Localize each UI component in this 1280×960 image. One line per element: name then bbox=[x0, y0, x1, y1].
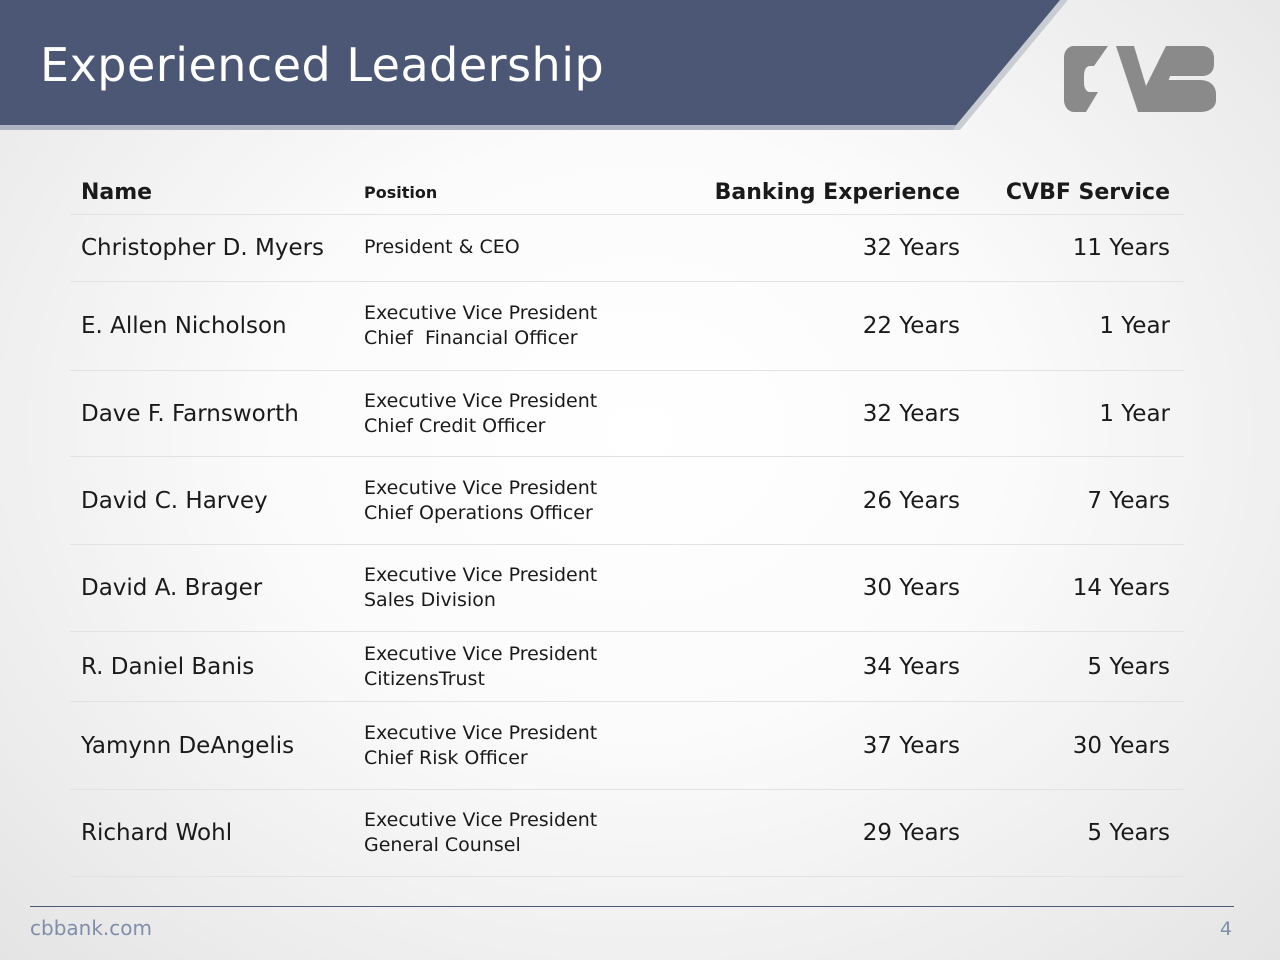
header-position: Position bbox=[364, 182, 438, 202]
row-position: Executive Vice President General Counsel bbox=[364, 808, 709, 858]
position-role: Chief Credit Officer bbox=[364, 414, 546, 437]
row-cvbf-service: 1 Year bbox=[1099, 313, 1170, 339]
footer-divider bbox=[30, 906, 1234, 907]
table-header-row: Name Position Banking Experience CVBF Se… bbox=[70, 170, 1184, 215]
cvb-logo-icon bbox=[1064, 46, 1216, 112]
row-cvbf-service: 30 Years bbox=[1072, 732, 1170, 759]
row-name: David A. Brager bbox=[81, 575, 263, 601]
position-title: President & CEO bbox=[364, 236, 520, 258]
row-cvbf-service: 11 Years bbox=[1072, 235, 1170, 261]
row-name: E. Allen Nicholson bbox=[81, 313, 287, 339]
page-title: Experienced Leadership bbox=[40, 38, 605, 92]
table-row: David A. Brager Executive Vice President… bbox=[70, 545, 1184, 632]
position-title: Executive Vice President bbox=[364, 476, 598, 499]
row-banking-experience: 34 Years bbox=[862, 653, 960, 680]
row-position: President & CEO bbox=[364, 215, 709, 260]
position-role: General Counsel bbox=[364, 834, 521, 856]
row-position: Executive Vice President CitizensTrust bbox=[364, 642, 709, 692]
table-row: Dave F. Farnsworth Executive Vice Presid… bbox=[70, 371, 1184, 457]
position-role: Chief Operations Officer bbox=[364, 501, 593, 524]
position-role: Sales Division bbox=[364, 589, 496, 611]
position-title: Executive Vice President bbox=[364, 642, 598, 665]
position-title: Executive Vice President bbox=[364, 809, 598, 831]
footer-url[interactable]: cbbank.com bbox=[30, 916, 152, 940]
position-role: Chief Risk Officer bbox=[364, 746, 528, 769]
header-cvbf-service: CVBF Service bbox=[1005, 179, 1170, 205]
row-name: David C. Harvey bbox=[81, 487, 268, 514]
row-name: R. Daniel Banis bbox=[81, 653, 255, 680]
position-title: Executive Vice President bbox=[364, 564, 598, 586]
row-position: Executive Vice President Chief Risk Offi… bbox=[364, 721, 709, 771]
row-banking-experience: 32 Years bbox=[862, 400, 960, 427]
row-banking-experience: 22 Years bbox=[862, 313, 960, 339]
row-cvbf-service: 1 Year bbox=[1099, 400, 1170, 427]
position-title: Executive Vice President bbox=[364, 721, 598, 744]
row-cvbf-service: 14 Years bbox=[1072, 575, 1170, 601]
position-title: Executive Vice President bbox=[364, 302, 598, 324]
table-row: David C. Harvey Executive Vice President… bbox=[70, 457, 1184, 545]
position-role: CitizensTrust bbox=[364, 667, 485, 690]
row-position: Executive Vice President Sales Division bbox=[364, 563, 709, 613]
row-name: Christopher D. Myers bbox=[81, 235, 325, 261]
row-position: Executive Vice President Chief Financial… bbox=[364, 301, 709, 351]
table-row: Richard Wohl Executive Vice President Ge… bbox=[70, 790, 1184, 877]
row-name: Yamynn DeAngelis bbox=[81, 732, 295, 759]
page-number: 4 bbox=[1219, 918, 1232, 940]
banner-shape bbox=[0, 0, 1068, 130]
row-name: Dave F. Farnsworth bbox=[81, 400, 299, 427]
row-name: Richard Wohl bbox=[81, 820, 233, 846]
header-banking-experience: Banking Experience bbox=[714, 179, 960, 205]
table-row: E. Allen Nicholson Executive Vice Presid… bbox=[70, 282, 1184, 371]
leadership-table: Name Position Banking Experience CVBF Se… bbox=[70, 170, 1184, 877]
row-banking-experience: 37 Years bbox=[862, 732, 960, 759]
row-position: Executive Vice President Chief Operation… bbox=[364, 476, 709, 526]
position-title: Executive Vice President bbox=[364, 389, 598, 412]
table-row: Christopher D. Myers President & CEO 32 … bbox=[70, 215, 1184, 282]
row-cvbf-service: 5 Years bbox=[1087, 653, 1170, 680]
row-banking-experience: 32 Years bbox=[862, 235, 960, 261]
position-role: Chief Financial Officer bbox=[364, 327, 578, 349]
row-cvbf-service: 7 Years bbox=[1087, 487, 1170, 514]
row-cvbf-service: 5 Years bbox=[1087, 820, 1170, 846]
header-name: Name bbox=[81, 179, 153, 205]
table-row: R. Daniel Banis Executive Vice President… bbox=[70, 632, 1184, 702]
table-row: Yamynn DeAngelis Executive Vice Presiden… bbox=[70, 702, 1184, 790]
row-position: Executive Vice President Chief Credit Of… bbox=[364, 389, 709, 439]
row-banking-experience: 29 Years bbox=[862, 820, 960, 846]
row-banking-experience: 26 Years bbox=[862, 487, 960, 514]
title-banner: Experienced Leadership bbox=[0, 0, 1280, 140]
row-banking-experience: 30 Years bbox=[862, 575, 960, 601]
